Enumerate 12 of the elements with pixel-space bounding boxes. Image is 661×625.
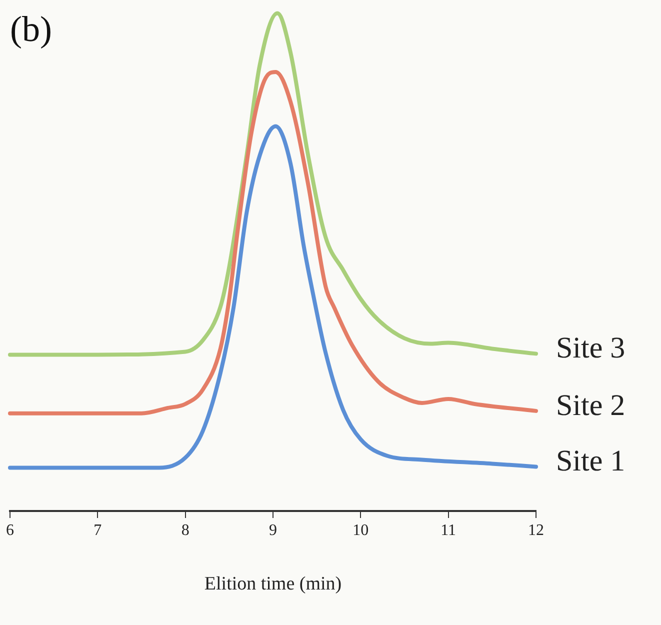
x-tick-label: 8 (181, 522, 190, 539)
x-tick-label: 10 (352, 522, 369, 539)
chart-title: (b) (10, 9, 52, 50)
x-tick-label: 6 (6, 522, 14, 539)
x-axis-title: Elition time (min) (204, 574, 342, 595)
series-label: Site 2 (556, 388, 626, 422)
x-tick-label: 11 (440, 522, 456, 539)
series-label: Site 3 (556, 332, 626, 365)
x-tick-label: 12 (528, 522, 544, 539)
x-tick-label: 9 (269, 522, 277, 539)
x-tick-label: 7 (94, 522, 102, 539)
series-label: Site 1 (556, 444, 626, 478)
